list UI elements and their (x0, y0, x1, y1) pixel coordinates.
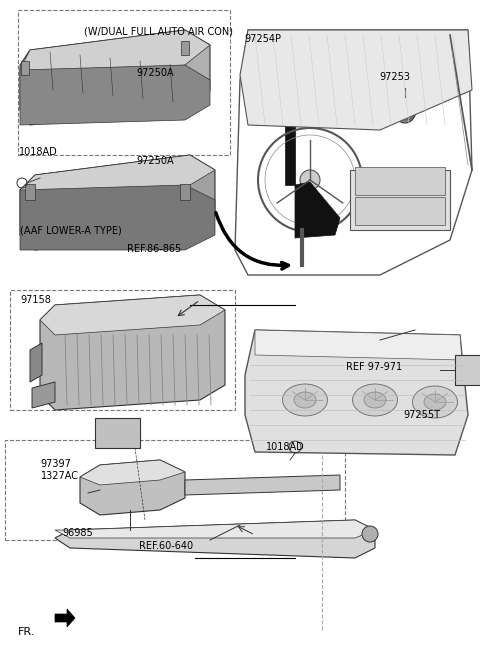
Text: 1327AC: 1327AC (41, 471, 79, 482)
Text: 1018AD: 1018AD (266, 442, 305, 453)
Bar (181, 41, 189, 55)
Text: 97250A: 97250A (137, 68, 174, 79)
Text: FR.: FR. (18, 626, 36, 637)
Text: REF.86-865: REF.86-865 (127, 244, 181, 255)
Polygon shape (20, 65, 210, 125)
Text: (AAF LOWER-A TYPE): (AAF LOWER-A TYPE) (20, 225, 122, 236)
Polygon shape (20, 30, 210, 125)
Polygon shape (255, 330, 462, 360)
Text: 97253: 97253 (379, 72, 410, 83)
Ellipse shape (283, 384, 327, 416)
Polygon shape (40, 295, 225, 410)
Text: (W/DUAL FULL AUTO AIR CON): (W/DUAL FULL AUTO AIR CON) (84, 26, 233, 37)
Text: 97250A: 97250A (137, 155, 174, 166)
Polygon shape (240, 30, 472, 130)
Polygon shape (80, 460, 185, 515)
Text: 97255T: 97255T (403, 409, 440, 420)
Text: 97158: 97158 (20, 295, 51, 305)
Polygon shape (30, 343, 42, 382)
Bar (95, 418, 140, 448)
Text: 96985: 96985 (62, 527, 93, 538)
Text: REF.60-640: REF.60-640 (139, 541, 193, 552)
Polygon shape (80, 460, 185, 485)
Bar (350, 170, 450, 230)
Polygon shape (295, 182, 340, 238)
Polygon shape (20, 155, 215, 250)
Bar (25, 184, 35, 200)
Text: 97254P: 97254P (245, 34, 282, 45)
Polygon shape (245, 330, 468, 455)
Polygon shape (40, 295, 225, 335)
Polygon shape (280, 47, 302, 73)
Ellipse shape (364, 392, 386, 408)
Bar (5, 440, 345, 540)
Polygon shape (55, 609, 75, 627)
Bar (355, 167, 445, 195)
Polygon shape (20, 30, 210, 85)
Polygon shape (185, 475, 340, 495)
Bar (18, 10, 230, 155)
Polygon shape (55, 520, 375, 558)
Bar (10, 290, 235, 410)
Ellipse shape (424, 394, 446, 410)
Circle shape (300, 170, 320, 190)
Ellipse shape (394, 97, 416, 123)
FancyArrowPatch shape (216, 213, 288, 269)
Bar (455, 355, 480, 385)
Polygon shape (20, 155, 215, 205)
Bar (21, 61, 29, 75)
Polygon shape (55, 520, 375, 538)
Text: 1018AD: 1018AD (19, 147, 58, 157)
Polygon shape (32, 382, 55, 408)
Bar (355, 197, 445, 225)
Circle shape (362, 526, 378, 542)
Bar (180, 184, 190, 200)
Ellipse shape (294, 392, 316, 408)
Ellipse shape (412, 386, 457, 418)
Text: 97397: 97397 (41, 459, 72, 470)
Text: REF 97-971: REF 97-971 (346, 362, 402, 373)
Ellipse shape (352, 384, 397, 416)
Polygon shape (20, 185, 215, 250)
Ellipse shape (397, 110, 413, 120)
Polygon shape (285, 80, 295, 185)
